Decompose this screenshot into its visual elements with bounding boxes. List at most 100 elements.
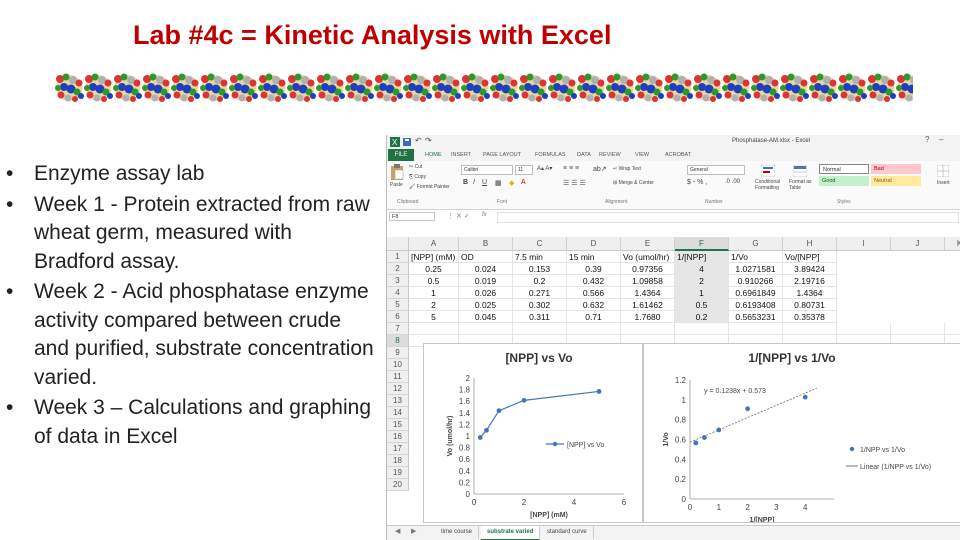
- row-header-11[interactable]: 11: [387, 371, 409, 383]
- undo-icon[interactable]: ↶: [415, 136, 422, 145]
- cell-a1[interactable]: [NPP] (mM): [409, 251, 459, 263]
- number-format-select[interactable]: General: [687, 165, 745, 175]
- cell-h5[interactable]: 0.80731: [783, 299, 837, 311]
- formula-input[interactable]: [497, 212, 959, 223]
- font-name-select[interactable]: Calibri: [461, 165, 513, 175]
- column-header-a[interactable]: A: [409, 237, 459, 251]
- cell-empty[interactable]: [409, 323, 459, 335]
- underline-icon[interactable]: U: [482, 179, 488, 186]
- cell-b3[interactable]: 0.019: [459, 275, 513, 287]
- style-bad[interactable]: Bad: [871, 164, 921, 174]
- row-header-20[interactable]: 20: [387, 479, 409, 491]
- cell-empty[interactable]: [729, 323, 783, 335]
- cell-c2[interactable]: 0.153: [513, 263, 567, 275]
- paste-icon[interactable]: [390, 164, 404, 180]
- font-size-select[interactable]: 11: [515, 165, 533, 175]
- row-header-5[interactable]: 5: [387, 299, 409, 311]
- row-header-15[interactable]: 15: [387, 419, 409, 431]
- cell-b6[interactable]: 0.045: [459, 311, 513, 323]
- row-header-3[interactable]: 3: [387, 275, 409, 287]
- cell-c6[interactable]: 0.311: [513, 311, 567, 323]
- cell-g1[interactable]: 1/Vo: [729, 251, 783, 263]
- sheet-tab-standard-curve[interactable]: standard curve: [541, 526, 594, 539]
- style-good[interactable]: Good: [819, 176, 869, 186]
- tab-view[interactable]: VIEW: [635, 152, 650, 158]
- orientation-icon[interactable]: ab↗: [593, 166, 607, 173]
- format-as-table-button[interactable]: Format as Table: [789, 179, 812, 191]
- cell-c3[interactable]: 0.2: [513, 275, 567, 287]
- tab-formulas[interactable]: FORMULAS: [535, 152, 566, 158]
- cell-empty[interactable]: [837, 323, 891, 335]
- style-normal[interactable]: Normal: [819, 164, 869, 174]
- decimal-icon[interactable]: .0 .00: [725, 179, 741, 185]
- style-neutral[interactable]: Neutral: [871, 176, 921, 186]
- cell-e6[interactable]: 1.7680: [621, 311, 675, 323]
- cell-e2[interactable]: 0.97356: [621, 263, 675, 275]
- cell-c4[interactable]: 0.271: [513, 287, 567, 299]
- sheet-tab-time-course[interactable]: time course: [435, 526, 480, 539]
- insert-button[interactable]: Insert: [937, 180, 950, 186]
- cell-a2[interactable]: 0.25: [409, 263, 459, 275]
- data-point[interactable]: [521, 397, 527, 403]
- data-point[interactable]: [802, 394, 808, 400]
- cell-h3[interactable]: 2.19716: [783, 275, 837, 287]
- column-header-d[interactable]: D: [567, 237, 621, 251]
- tab-insert[interactable]: INSERT: [451, 152, 472, 158]
- cell-empty[interactable]: [783, 323, 837, 335]
- cell-a3[interactable]: 0.5: [409, 275, 459, 287]
- tab-review[interactable]: REVIEW: [599, 152, 621, 158]
- save-icon[interactable]: [403, 138, 411, 146]
- cell-h6[interactable]: 0.35378: [783, 311, 837, 323]
- cell-f4[interactable]: 1: [675, 287, 729, 299]
- cell-b2[interactable]: 0.024: [459, 263, 513, 275]
- cell-empty[interactable]: [459, 323, 513, 335]
- cell-e3[interactable]: 1.09858: [621, 275, 675, 287]
- row-header-4[interactable]: 4: [387, 287, 409, 299]
- column-header-c[interactable]: C: [513, 237, 567, 251]
- cut-button[interactable]: ✂ Cut: [409, 164, 423, 170]
- currency-icon[interactable]: $ - % ,: [687, 179, 708, 186]
- cell-f5[interactable]: 0.5: [675, 299, 729, 311]
- cell-empty[interactable]: [891, 323, 945, 335]
- cell-e5[interactable]: 1.61462: [621, 299, 675, 311]
- cell-h4[interactable]: 1.4364: [783, 287, 837, 299]
- column-header-h[interactable]: H: [783, 237, 837, 251]
- row-header-14[interactable]: 14: [387, 407, 409, 419]
- row-header-9[interactable]: 9: [387, 347, 409, 359]
- row-header-12[interactable]: 12: [387, 383, 409, 395]
- cell-b5[interactable]: 0.025: [459, 299, 513, 311]
- tab-page-layout[interactable]: PAGE LAYOUT: [483, 152, 522, 158]
- row-header-16[interactable]: 16: [387, 431, 409, 443]
- fx-icon[interactable]: fx: [482, 212, 487, 218]
- row-header-19[interactable]: 19: [387, 467, 409, 479]
- cell-f2[interactable]: 4: [675, 263, 729, 275]
- row-header-7[interactable]: 7: [387, 323, 409, 335]
- cell-f1[interactable]: 1/[NPP]: [675, 251, 729, 263]
- cell-empty[interactable]: [675, 323, 729, 335]
- column-header-e[interactable]: E: [621, 237, 675, 251]
- cell-empty[interactable]: [945, 323, 960, 335]
- name-box[interactable]: F8: [389, 212, 435, 221]
- paste-button[interactable]: Paste: [390, 182, 403, 188]
- cell-h2[interactable]: 3.89424: [783, 263, 837, 275]
- font-color-icon[interactable]: A: [521, 179, 526, 186]
- row-header-17[interactable]: 17: [387, 443, 409, 455]
- cell-d3[interactable]: 0.432: [567, 275, 621, 287]
- cell-h1[interactable]: Vo/[NPP]: [783, 251, 837, 263]
- format-painter-button[interactable]: 🖌 Format Painter: [409, 184, 450, 190]
- data-point[interactable]: [496, 408, 502, 414]
- conditional-formatting-button[interactable]: Conditional Formatting: [755, 179, 781, 191]
- column-header-b[interactable]: B: [459, 237, 513, 251]
- cell-g5[interactable]: 0.6193408: [729, 299, 783, 311]
- cell-d5[interactable]: 0.632: [567, 299, 621, 311]
- help-icon[interactable]: ?: [925, 135, 930, 144]
- column-header-f[interactable]: F: [675, 237, 729, 251]
- copy-button[interactable]: ⎘ Copy: [409, 174, 427, 180]
- cell-d2[interactable]: 0.39: [567, 263, 621, 275]
- column-header-g[interactable]: G: [729, 237, 783, 251]
- cell-b4[interactable]: 0.026: [459, 287, 513, 299]
- minimize-icon[interactable]: –: [939, 135, 944, 144]
- align-left-icon[interactable]: ☰ ☰ ☰: [563, 180, 586, 187]
- cell-empty[interactable]: [513, 323, 567, 335]
- cell-c5[interactable]: 0.302: [513, 299, 567, 311]
